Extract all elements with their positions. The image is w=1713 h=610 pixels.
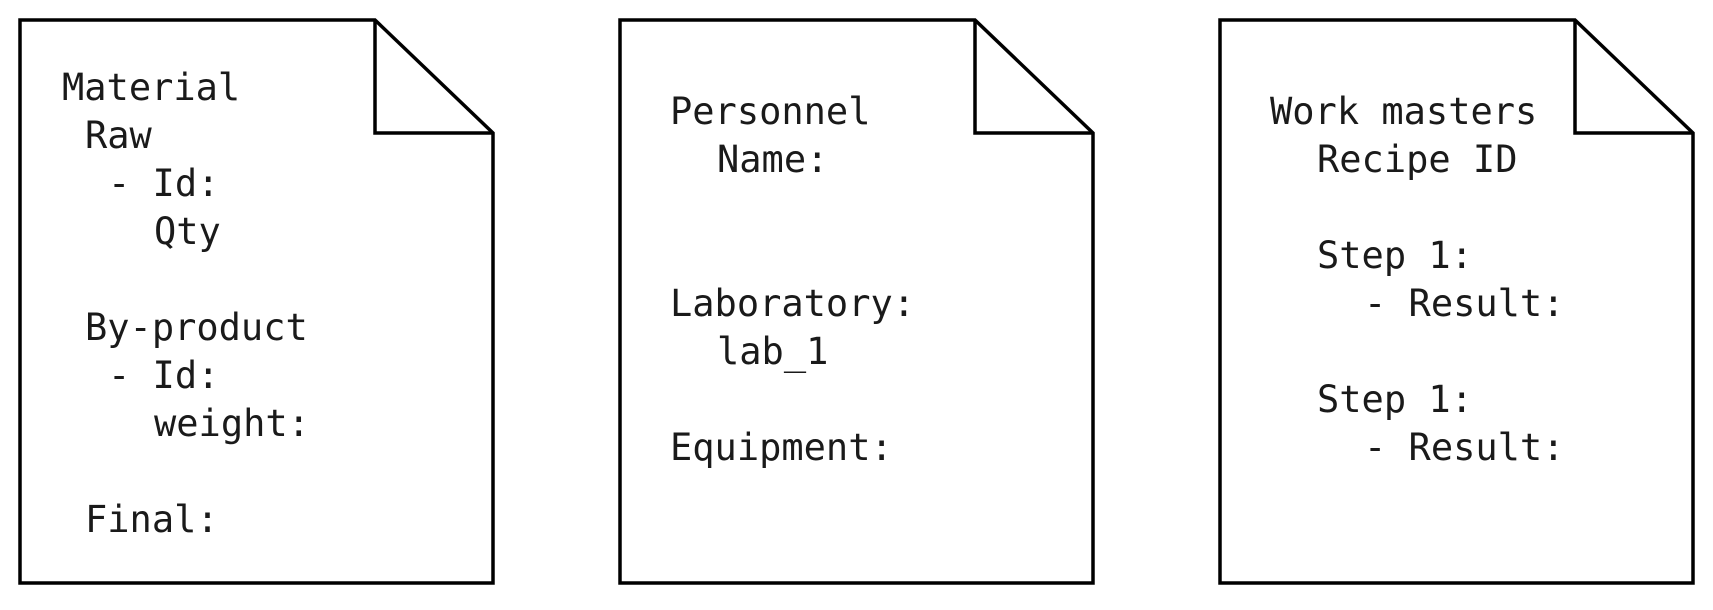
document-shape [18, 18, 495, 585]
work-masters-recipe-id-label: Recipe ID [1317, 138, 1518, 181]
work-masters-title: Work masters [1270, 90, 1538, 133]
material-raw-id-label: - Id: [108, 162, 220, 205]
work-masters-step-2-label: Step 1: [1317, 378, 1473, 421]
work-masters-step-2-result-label: - Result: [1364, 426, 1565, 469]
material-byproduct-label: By-product [85, 306, 308, 349]
personnel-laboratory-value: lab_1 [717, 330, 829, 373]
document-shape [1218, 18, 1695, 585]
work-masters-document: Work masters Recipe ID Step 1: - Result:… [1218, 18, 1696, 585]
material-raw-qty-label: Qty [154, 210, 221, 253]
document-shape [618, 18, 1095, 585]
work-masters-step-1-result-label: - Result: [1364, 282, 1565, 325]
material-byproduct-id-label: - Id: [108, 354, 220, 397]
personnel-name-label: Name: [717, 138, 829, 181]
material-final-label: Final: [85, 498, 219, 541]
material-byproduct-weight-label: weight: [154, 402, 310, 445]
personnel-title: Personnel [670, 90, 871, 133]
personnel-laboratory-label: Laboratory: [670, 282, 916, 325]
work-masters-step-1-label: Step 1: [1317, 234, 1473, 277]
personnel-document: Personnel Name: Laboratory: lab_1 Equipm… [618, 18, 1096, 585]
material-document: Material Raw - Id: Qty By-product - Id: … [18, 18, 496, 585]
personnel-equipment-label: Equipment: [670, 426, 893, 469]
material-raw-label: Raw [85, 114, 152, 157]
material-title: Material [62, 66, 241, 109]
